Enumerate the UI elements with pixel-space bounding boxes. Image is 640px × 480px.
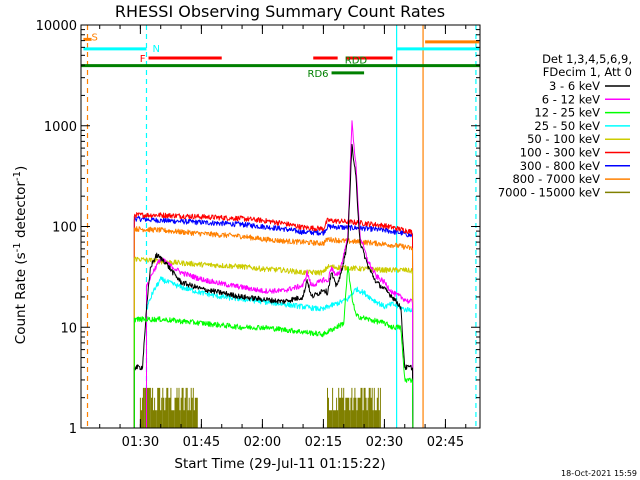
x-tick-label-3: 02:15 (305, 435, 342, 450)
legend-label-5: 100 - 300 keV (520, 146, 600, 160)
x-tick-label-2: 02:00 (244, 435, 281, 450)
y-tick-label-1: 10 (60, 321, 77, 336)
series-line-3 (133, 256, 414, 429)
series-line-6 (133, 143, 414, 429)
x-tick-label-5: 02:45 (427, 435, 464, 450)
y-tick-label-0: 1 (69, 422, 77, 437)
legend: Det 1,3,4,5,6,9,FDecim 1, Att 03 - 6 keV… (498, 52, 632, 199)
legend-label-3: 25 - 50 keV (534, 119, 600, 133)
obs-bar-label-9: RD6 (308, 69, 329, 80)
background-lines (86, 25, 477, 428)
series-line-1 (133, 212, 414, 429)
obs-bar-label-0: S (91, 32, 97, 43)
y-axis-label-sup2: -1 (12, 171, 23, 181)
series-layer (133, 120, 414, 429)
legend-label-4: 50 - 100 keV (527, 132, 600, 146)
y-axis-label-end: ) (13, 166, 29, 171)
observing-bars: S NF RDD RD6 (81, 32, 480, 80)
y-axis-label-part: Count Rate (s (13, 252, 29, 344)
legend-label-2: 12 - 25 keV (534, 106, 600, 120)
x-axis-label: Start Time (29-Jul-11 01:15:22) (174, 456, 385, 472)
legend-label-0: 3 - 6 keV (549, 79, 600, 93)
legend-header-1: FDecim 1, Att 0 (543, 65, 632, 79)
y-axis-label-sup: -1 (12, 242, 23, 252)
series-line-0 (133, 215, 414, 429)
x-tick-label-4: 02:30 (366, 435, 403, 450)
series-line-2 (133, 226, 414, 429)
y-tick-label-4: 10000 (36, 19, 77, 34)
footer-timestamp: 18-Oct-2021 15:59 (561, 469, 637, 478)
legend-label-7: 800 - 7000 keV (512, 172, 600, 186)
series-line-5 (146, 120, 414, 429)
x-tick-label-1: 01:45 (183, 435, 220, 450)
series-7000-15000kev (139, 387, 381, 428)
y-axis-label: Count Rate (s-1 detector-1) (12, 166, 29, 344)
y-tick-label-2: 100 (52, 221, 77, 236)
obs-bar-label-8: RDD (345, 56, 368, 67)
series-line-4 (146, 276, 414, 429)
y-tick-label-3: 1000 (44, 120, 77, 135)
obs-bar-label-4: F (140, 54, 146, 65)
y-axis-label-mid: detector (13, 181, 29, 243)
legend-label-8: 7000 - 15000 keV (498, 185, 600, 199)
x-tick-label-0: 01:30 (122, 435, 159, 450)
chart-title: RHESSI Observing Summary Count Rates (115, 2, 445, 21)
series-line-7 (133, 266, 414, 429)
axes: 1 10 100 1000 10000 01:30 01:45 02:00 02:15 02:30… (36, 19, 481, 450)
legend-label-1: 6 - 12 keV (542, 92, 600, 106)
legend-header-0: Det 1,3,4,5,6,9, (542, 52, 632, 66)
obs-bar-label-1: N (152, 44, 159, 55)
legend-label-6: 300 - 800 keV (520, 159, 600, 173)
